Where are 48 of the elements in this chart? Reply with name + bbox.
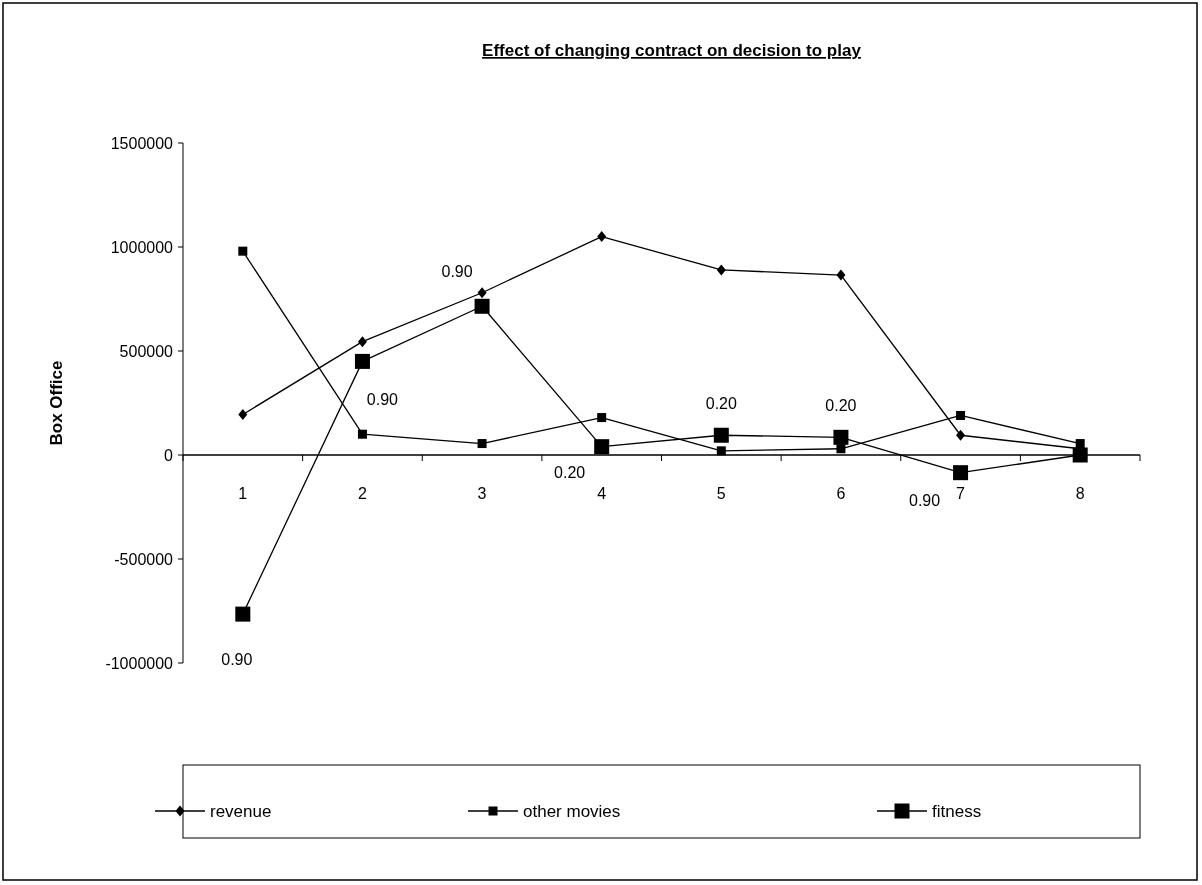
point bbox=[1072, 447, 1088, 463]
point bbox=[956, 429, 966, 441]
point bbox=[474, 298, 490, 314]
point bbox=[594, 439, 610, 455]
point bbox=[716, 446, 726, 456]
x-tick-label: 7 bbox=[956, 484, 966, 502]
point bbox=[953, 465, 969, 481]
point bbox=[357, 429, 367, 439]
point bbox=[956, 410, 966, 420]
x-tick-label: 5 bbox=[716, 484, 726, 502]
x-tick-label: 3 bbox=[477, 484, 487, 502]
x-tick-label: 8 bbox=[1075, 484, 1085, 502]
point bbox=[836, 269, 846, 281]
point bbox=[354, 353, 370, 369]
annotation: 0.20 bbox=[705, 394, 737, 412]
x-tick-label: 6 bbox=[836, 484, 846, 502]
annotation: 0.90 bbox=[908, 492, 941, 510]
legend-label: revenue bbox=[210, 801, 272, 821]
y-tick-label: 0 bbox=[164, 446, 174, 464]
y-tick-label: -500000 bbox=[114, 550, 174, 568]
point bbox=[357, 336, 367, 348]
point bbox=[477, 287, 487, 299]
y-tick-label: 500000 bbox=[119, 342, 174, 360]
point bbox=[597, 231, 607, 243]
annotation: 0.90 bbox=[441, 262, 473, 280]
legend-label: fitness bbox=[932, 801, 982, 821]
y-tick-label: 1000000 bbox=[110, 238, 174, 256]
x-tick-label: 4 bbox=[597, 484, 607, 502]
point bbox=[238, 246, 248, 256]
x-tick-label: 1 bbox=[238, 484, 248, 502]
y-axis-title: Box Office bbox=[47, 360, 66, 446]
chart-title: Effect of changing contract on decision to play bbox=[482, 41, 862, 60]
x-tick-label: 2 bbox=[357, 484, 367, 502]
point bbox=[597, 413, 607, 423]
y-tick-label: 1500000 bbox=[110, 134, 174, 152]
annotation: 0.20 bbox=[554, 464, 586, 482]
point bbox=[713, 427, 729, 443]
legend-label: other movies bbox=[523, 801, 621, 821]
point bbox=[238, 408, 248, 420]
y-tick-label: -1000000 bbox=[105, 654, 174, 672]
point bbox=[1075, 439, 1085, 449]
annotation: 0.90 bbox=[366, 391, 399, 408]
annotation: 0.90 bbox=[221, 650, 253, 668]
point bbox=[477, 439, 487, 449]
annotation: 0.20 bbox=[825, 396, 857, 414]
point bbox=[716, 264, 726, 276]
point bbox=[833, 429, 849, 445]
point bbox=[235, 606, 251, 622]
